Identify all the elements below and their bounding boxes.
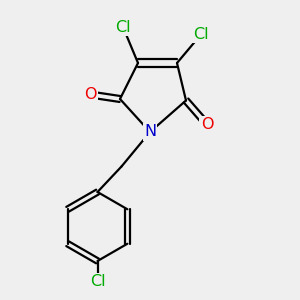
Text: O: O	[201, 117, 213, 132]
Text: Cl: Cl	[193, 27, 209, 42]
Text: N: N	[144, 124, 156, 140]
Text: Cl: Cl	[90, 274, 105, 290]
Text: Cl: Cl	[115, 20, 131, 34]
Text: O: O	[84, 87, 96, 102]
